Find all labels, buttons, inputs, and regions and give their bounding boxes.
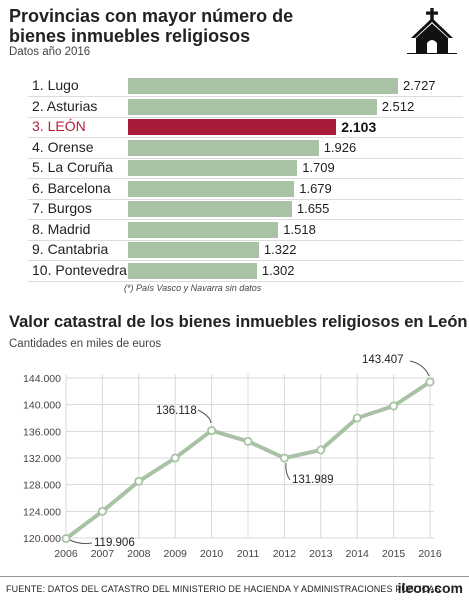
ranking-chart: 1. Lugo 2.727 2. Asturias 2.512 3. LEÓN 2.103… — [0, 0, 469, 290]
annotation-leader — [285, 462, 291, 481]
ranking-row: 10. Pontevedra 1.302 — [0, 261, 469, 282]
province-label: 3. LEÓN — [32, 118, 86, 134]
province-label: 6. Barcelona — [32, 179, 111, 196]
data-point — [134, 476, 144, 486]
ranking-row: 9. Cantabria 1.322 — [0, 240, 469, 261]
church-icon — [407, 8, 457, 54]
brand-logo: ileon.com — [397, 580, 463, 596]
y-tick-label: 128.000 — [23, 480, 61, 492]
bar — [128, 180, 295, 197]
ranking-row: 1. Lugo 2.727 — [0, 76, 469, 97]
row-separator — [28, 260, 463, 261]
bar-value-label: 1.709 — [302, 160, 335, 175]
annotation-label: 136.118 — [156, 405, 197, 417]
annotation-label: 119.906 — [94, 537, 135, 549]
bar — [128, 201, 292, 217]
bar — [128, 221, 279, 238]
bar — [128, 262, 257, 279]
data-point — [97, 506, 107, 516]
row-separator — [28, 219, 463, 220]
line-chart-title: Valor catastral de los bienes inmuebles … — [9, 313, 468, 331]
data-point — [243, 436, 253, 446]
y-tick-label: 124.000 — [23, 506, 61, 518]
data-point — [425, 377, 435, 387]
ranking-row: 8. Madrid 1.518 — [0, 220, 469, 241]
footer: FUENTE: DATOS DEL CATASTRO DEL MINISTERI… — [0, 576, 469, 601]
province-label: 4. Orense — [32, 138, 94, 155]
ranking-row: 7. Burgos 1.655 — [0, 199, 469, 220]
footnote: (*) País Vasco y Navarra sin datos — [124, 283, 262, 293]
row-separator — [28, 239, 463, 241]
line-chart: 2006 2007 2008 2009 2010 2011 2012 2013 2014 2015… — [23, 354, 442, 560]
bar-value-label: 1.518 — [283, 221, 316, 237]
data-point — [389, 401, 399, 411]
bar-value-label: 1.302 — [261, 262, 295, 278]
row-separator — [28, 96, 463, 97]
annotation-label: 131.989 — [292, 474, 334, 486]
x-tick-label: 2010 — [200, 548, 224, 560]
bar — [128, 139, 319, 156]
annotation-leader — [69, 539, 93, 545]
row-separator — [28, 137, 463, 138]
bar-value-label: 1.655 — [296, 201, 330, 216]
province-label: 9. Cantabria — [32, 241, 109, 257]
ranking-row: 2. Asturias 2.512 — [0, 97, 469, 118]
bar — [128, 98, 377, 115]
source-text: FUENTE: DATOS DEL CATASTRO DEL MINISTERI… — [6, 584, 441, 594]
x-tick-label: 2011 — [237, 548, 260, 560]
x-tick-label: 2006 — [54, 548, 78, 560]
bar — [128, 160, 298, 176]
bar — [128, 78, 398, 94]
row-separator — [28, 178, 463, 179]
data-point — [61, 534, 71, 544]
y-tick-label: 120.000 — [23, 533, 61, 545]
bar-value-label: 1.322 — [263, 242, 297, 257]
data-point — [207, 426, 217, 436]
row-separator — [28, 157, 463, 159]
row-separator — [28, 280, 463, 282]
x-tick-label: 2012 — [273, 548, 297, 560]
ranking-row: 5. La Coruña 1.709 — [0, 158, 469, 179]
row-separator — [28, 198, 463, 200]
ranking-row: 3. LEÓN 2.103 — [0, 117, 469, 138]
data-point — [352, 413, 362, 423]
annotation-leader — [197, 409, 212, 424]
province-label: 8. Madrid — [32, 220, 91, 237]
y-tick-label: 136.000 — [23, 426, 61, 438]
bar-value-label: 2.512 — [381, 98, 415, 114]
data-point — [279, 453, 289, 463]
bar-value-label: 2.727 — [403, 78, 436, 93]
ranking-row: 4. Orense 1.926 — [0, 138, 469, 159]
province-label: 2. Asturias — [32, 97, 98, 114]
bar-value-label: 1.926 — [323, 139, 357, 155]
ranking-row: 6. Barcelona 1.679 — [0, 179, 469, 200]
chart-subtitle: Datos año 2016 — [9, 46, 91, 58]
data-point — [316, 445, 326, 455]
chart-title: Provincias con mayor número de bienes in… — [9, 6, 294, 46]
bar-value-label: 1.679 — [299, 180, 332, 196]
x-tick-label: 2015 — [382, 548, 406, 560]
bar — [128, 242, 259, 258]
x-tick-label: 2007 — [91, 548, 115, 560]
y-tick-label: 140.000 — [23, 400, 61, 412]
y-tick-label: 132.000 — [23, 453, 61, 465]
x-tick-label: 2008 — [127, 548, 151, 560]
data-point — [170, 453, 180, 463]
annotation-leader — [409, 360, 430, 377]
bar — [128, 119, 337, 135]
row-separator — [28, 116, 463, 118]
x-tick-label: 2009 — [164, 548, 188, 560]
province-label: 1. Lugo — [32, 77, 79, 93]
line-chart-subtitle: Cantidades en miles de euros — [9, 338, 162, 350]
annotation-label: 143.407 — [362, 354, 404, 366]
x-tick-label: 2014 — [346, 548, 370, 560]
y-tick-label: 144.000 — [23, 373, 61, 385]
province-label: 7. Burgos — [32, 200, 92, 216]
bar-value-label: 2.103 — [341, 119, 377, 135]
x-tick-label: 2016 — [418, 548, 442, 560]
province-label: 10. Pontevedra — [32, 261, 127, 278]
province-label: 5. La Coruña — [32, 159, 113, 175]
x-tick-label: 2013 — [309, 548, 333, 560]
